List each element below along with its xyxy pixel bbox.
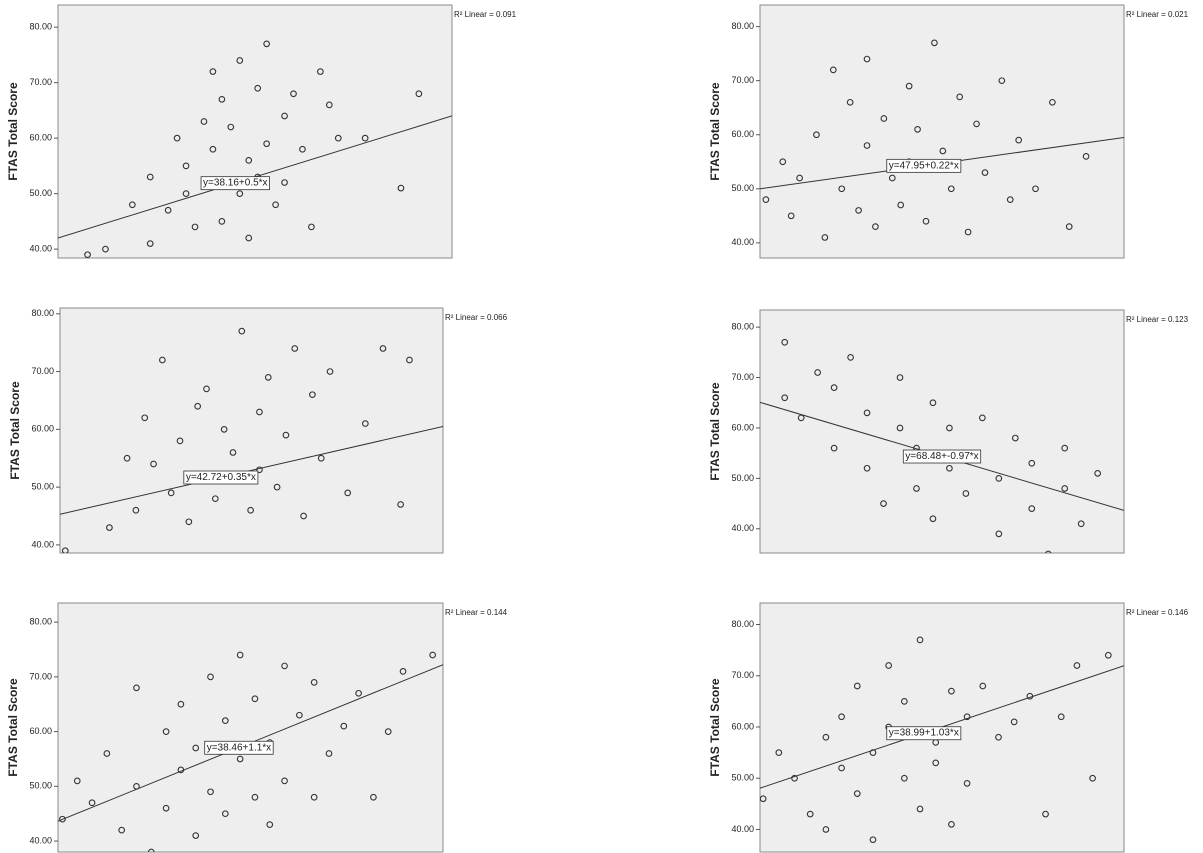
plot-area [60,308,443,553]
y-tick-label: 60.00 [31,424,54,434]
fit-equation: y=47.95+0.22*x [889,160,959,171]
r2-label: R² Linear = 0.146 [1126,608,1189,617]
fit-equation: y=38.46+1.1*x [207,742,272,753]
y-tick-label: 70.00 [31,366,54,376]
fit-equation: y=38.16+0.5*x [203,178,268,189]
y-tick-label: 80.00 [29,22,52,32]
y-tick-label: 70.00 [731,372,754,382]
y-tick-label: 40.00 [31,539,54,549]
y-tick-label: 40.00 [29,243,52,253]
y-tick-label: 70.00 [731,75,754,85]
y-axis-label: FTAS Total Score [6,82,20,181]
y-tick-label: 50.00 [731,473,754,483]
y-tick-label: 40.00 [731,237,754,247]
r2-label: R² Linear = 0.123 [1126,315,1189,324]
scatter-panel: 40.00 50.00 60.00 70.00 80.00 FTAS Total Scor… [6,603,507,853]
r2-label: R² Linear = 0.091 [454,10,517,19]
fit-equation: y=42.72+0.35*x [186,472,256,483]
y-tick-label: 60.00 [731,422,754,432]
y-axis-label: FTAS Total Score [708,382,722,481]
y-tick-label: 70.00 [29,77,52,87]
plot-area [58,603,443,852]
y-tick-label: 80.00 [731,322,754,332]
figure: 40.00 50.00 60.00 70.00 80.00 FTAS Total Scor… [0,0,1203,853]
r2-label: R² Linear = 0.021 [1126,10,1189,19]
y-axis-label: FTAS Total Score [8,381,22,480]
plot-area [760,310,1124,553]
r2-label: R² Linear = 0.066 [445,313,508,322]
y-axis-label: FTAS Total Score [708,678,722,777]
y-tick-label: 80.00 [29,617,52,627]
y-tick-label: 40.00 [731,523,754,533]
y-tick-label: 50.00 [731,183,754,193]
plot-area [760,5,1124,258]
y-tick-label: 70.00 [29,671,52,681]
y-axis-label: FTAS Total Score [6,678,20,777]
y-tick-label: 60.00 [29,133,52,143]
scatter-panel: 40.00 50.00 60.00 70.00 80.00 FTAS Total Scor… [708,5,1188,258]
y-tick-label: 40.00 [29,835,52,845]
y-tick-label: 50.00 [731,773,754,783]
r2-label: R² Linear = 0.144 [445,608,508,617]
y-tick-label: 60.00 [731,129,754,139]
y-tick-label: 50.00 [29,188,52,198]
scatter-panel: 40.00 50.00 60.00 70.00 80.00 FTAS Total Scor… [708,310,1188,557]
y-tick-label: 50.00 [29,781,52,791]
y-tick-label: 80.00 [731,21,754,31]
y-tick-label: 70.00 [731,670,754,680]
y-tick-label: 40.00 [731,824,754,834]
y-tick-label: 60.00 [731,721,754,731]
y-tick-label: 80.00 [731,619,754,629]
y-tick-label: 80.00 [31,308,54,318]
fit-equation: y=38.99+1.03*x [889,728,959,739]
fit-equation: y=68.48+-0.97*x [905,451,978,462]
scatter-panel: 40.00 50.00 60.00 70.00 80.00 FTAS Total Scor… [708,603,1188,852]
y-tick-label: 50.00 [31,482,54,492]
scatter-panel: 40.00 50.00 60.00 70.00 80.00 FTAS Total Scor… [8,308,507,553]
y-tick-label: 60.00 [29,726,52,736]
y-axis-label: FTAS Total Score [708,82,722,181]
scatter-panel: 40.00 50.00 60.00 70.00 80.00 FTAS Total Scor… [6,5,516,258]
